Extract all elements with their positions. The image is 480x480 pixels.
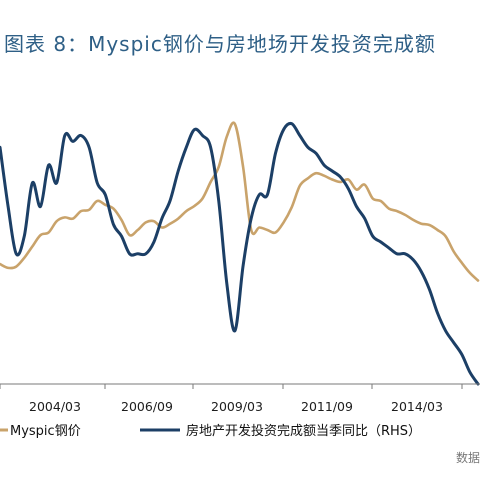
series-line-1 <box>0 121 480 282</box>
series-line-2 <box>0 121 480 386</box>
x-tick-label: 2004/03 <box>29 399 81 414</box>
x-tick-label: 2006/09 <box>121 399 173 414</box>
x-tick-label: 2011/09 <box>301 399 353 414</box>
legend-label-myspic: Myspic钢价 <box>10 424 81 439</box>
x-tick-label: 2009/03 <box>211 399 263 414</box>
x-axis-ticks: 2004/03 2006/09 2009/03 2011/09 2014/03 <box>0 384 463 414</box>
series-layer <box>0 121 480 386</box>
chart-title: 图表 8：Myspic钢价与房地场开发投资完成额 <box>4 32 436 56</box>
legend-label-investment: 房地产开发投资完成额当季同比（RHS） <box>186 423 421 439</box>
legend: Myspic钢价 房地产开发投资完成额当季同比（RHS） <box>0 423 421 439</box>
x-tick-label: 2014/03 <box>391 399 443 414</box>
source-note: 数据 <box>456 450 480 465</box>
